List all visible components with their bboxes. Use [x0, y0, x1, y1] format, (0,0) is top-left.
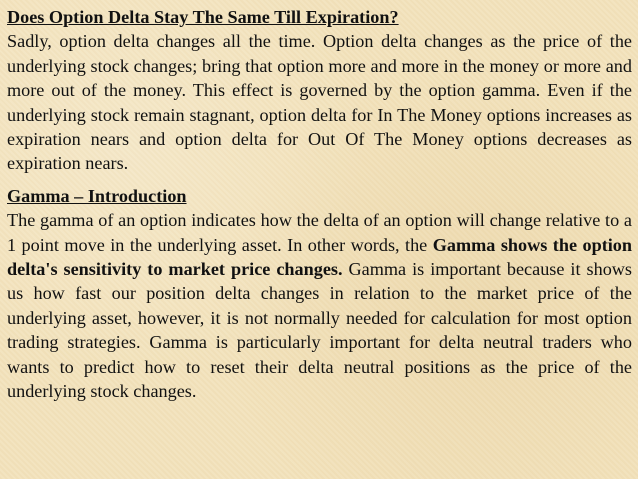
- section-gamma-introduction: Gamma – Introduction The gamma of an opt…: [7, 184, 632, 404]
- section-delta-expiration: Does Option Delta Stay The Same Till Exp…: [7, 5, 632, 176]
- section-heading: Does Option Delta Stay The Same Till Exp…: [7, 7, 399, 27]
- body-bold-text: Gamma shows the option delta's sensitivi…: [7, 234, 633, 280]
- section-spacer: [7, 176, 632, 184]
- section-heading: Gamma – Introduction: [7, 185, 187, 206]
- body-rest-text: Gamma is important because it shows us h…: [7, 259, 632, 402]
- section-body: Sadly, option delta changes all the time…: [7, 31, 632, 174]
- section-body: The gamma of an option indicates how the…: [7, 208, 632, 403]
- body-intro-text: The gamma of an option indicates how the…: [7, 210, 632, 255]
